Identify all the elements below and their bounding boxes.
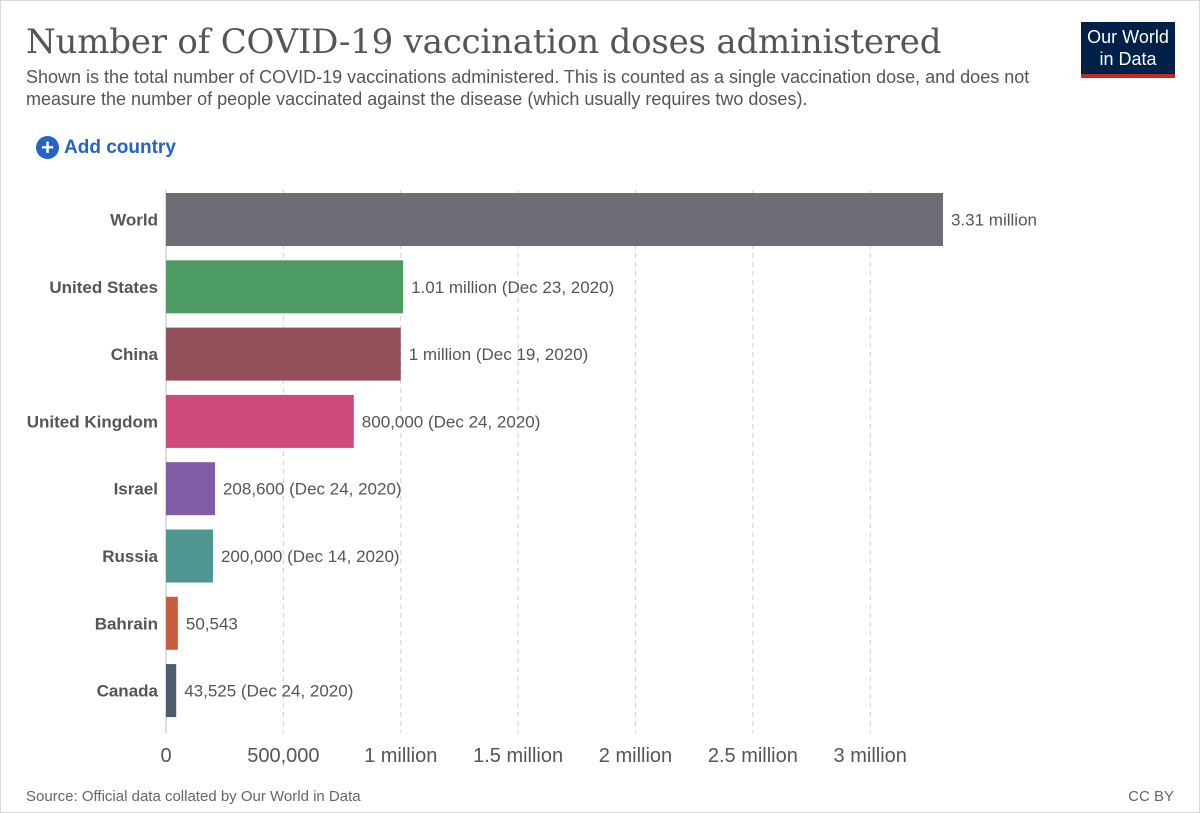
category-label: Bahrain [95, 614, 158, 633]
bar-united-states[interactable] [166, 260, 404, 314]
value-label: 208,600 (Dec 24, 2020) [223, 480, 402, 499]
bar-israel[interactable] [166, 462, 215, 516]
value-label: 1 million (Dec 19, 2020) [409, 345, 589, 364]
value-label: 200,000 (Dec 14, 2020) [221, 547, 400, 566]
x-tick-label: 2.5 million [708, 745, 798, 767]
x-tick-label: 1.5 million [473, 745, 563, 767]
add-country-label: Add country [64, 136, 176, 158]
value-label: 50,543 [186, 614, 238, 633]
value-label: 3.31 million [951, 211, 1037, 230]
add-country-button[interactable]: + Add country [36, 136, 176, 159]
category-label: United Kingdom [27, 412, 158, 431]
x-tick-label: 500,000 [247, 745, 319, 767]
x-tick-label: 2 million [599, 745, 672, 767]
chart-title: Number of COVID-19 vaccination doses adm… [26, 22, 942, 62]
category-label: United States [49, 278, 158, 297]
x-tick-label: 3 million [834, 745, 907, 767]
chart-subtitle: Shown is the total number of COVID-19 va… [26, 67, 1030, 109]
x-tick-label: 0 [160, 745, 171, 767]
license-link[interactable]: CC BY [1128, 788, 1174, 805]
source-note[interactable]: Source: Official data collated by Our Wo… [26, 788, 361, 805]
logo-line-1: Our World [1087, 27, 1169, 47]
bar-united-kingdom[interactable] [166, 394, 354, 448]
bar-russia[interactable] [166, 529, 213, 583]
plus-circle-icon: + [36, 136, 59, 159]
value-label: 43,525 (Dec 24, 2020) [184, 682, 353, 701]
category-label: Israel [114, 480, 158, 499]
bar-china[interactable] [166, 327, 401, 381]
value-label: 1.01 million (Dec 23, 2020) [411, 278, 614, 297]
bar-bahrain[interactable] [166, 596, 178, 650]
category-label: World [110, 211, 158, 230]
category-label: Russia [102, 547, 158, 566]
category-label: Canada [97, 682, 159, 701]
x-tick-label: 1 million [364, 745, 437, 767]
logo-line-2: in Data [1099, 49, 1157, 69]
bar-world[interactable] [166, 193, 943, 246]
category-label: China [111, 345, 159, 364]
bar-canada[interactable] [166, 664, 177, 718]
owid-logo[interactable]: Our World in Data [1081, 22, 1175, 78]
value-label: 800,000 (Dec 24, 2020) [362, 412, 541, 431]
